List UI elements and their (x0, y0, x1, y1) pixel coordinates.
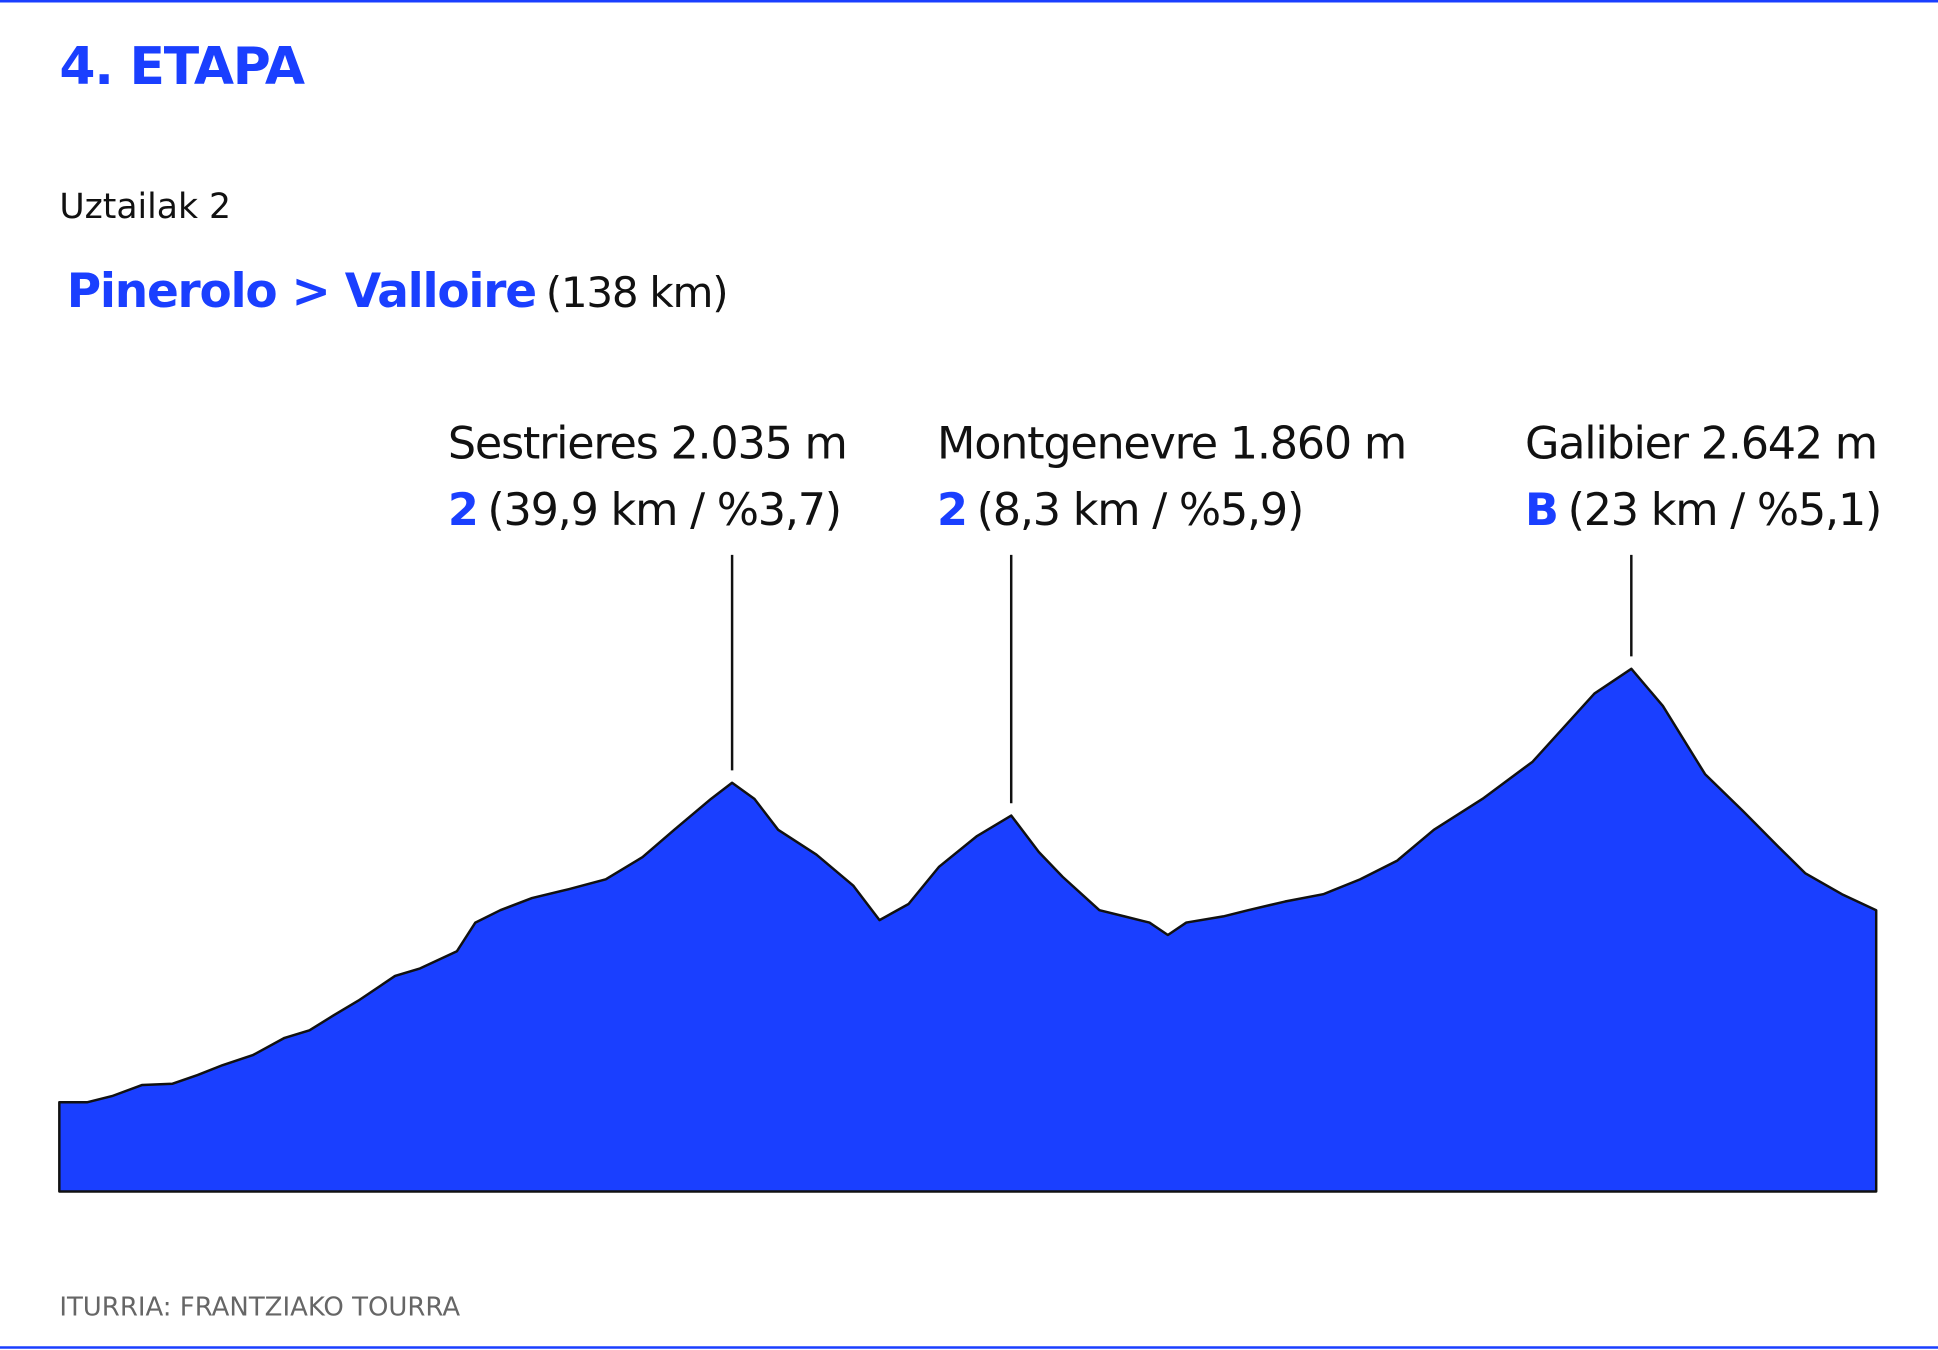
distance: (138 km) (546, 268, 728, 317)
peak-detail: (39,9 km / %3,7) (487, 484, 841, 536)
peak-detail: (23 km / %5,1) (1568, 484, 1882, 536)
chart-title: 4. ETAPA (59, 37, 304, 97)
peak-detail-line: B (23 km / %5,1) (1525, 484, 1881, 536)
peak-category: 2 (448, 484, 478, 536)
source: ITURRIA: FRANTZIAKO TOURRA (59, 1292, 460, 1322)
peak-category: B (1525, 484, 1558, 536)
peak-detail-line: 2 (8,3 km / %5,9) (937, 484, 1303, 536)
peak-label: Montgenevre 1.860 m (937, 417, 1406, 469)
peak-category: 2 (937, 484, 967, 536)
route: Pinerolo > Valloire (67, 264, 536, 319)
peak-label: Galibier 2.642 m (1525, 417, 1877, 469)
peak-label: Sestrieres 2.035 m (448, 417, 847, 469)
route-line: Pinerolo > Valloire (138 km) (67, 264, 728, 319)
subtitle: Uztailak 2 (59, 187, 231, 227)
peak-detail-line: 2 (39,9 km / %3,7) (448, 484, 841, 536)
elevation-area (58, 667, 1878, 1193)
peak-detail: (8,3 km / %5,9) (977, 484, 1303, 536)
